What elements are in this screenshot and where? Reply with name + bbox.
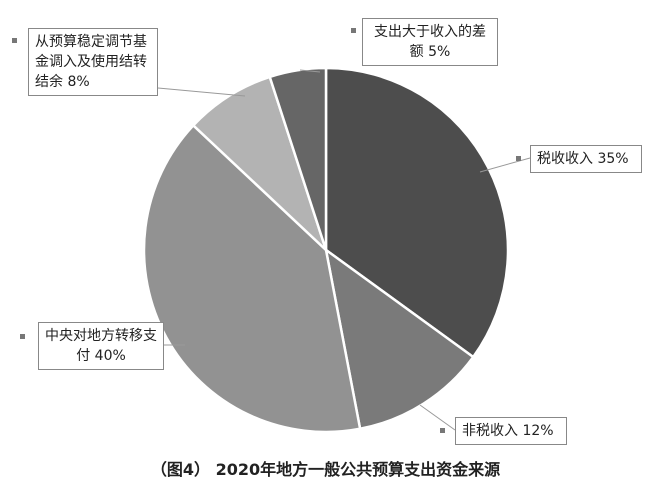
leader-line	[419, 404, 456, 431]
pie-slice	[142, 123, 362, 434]
slice-label: 非税收入 12%	[455, 417, 567, 445]
value-label: 8%	[67, 74, 90, 90]
value-label: 5%	[428, 44, 451, 60]
value-label: 35%	[597, 151, 629, 167]
legend-bullet	[516, 156, 521, 161]
chart-title: （图4） 2020年地方一般公共预算支出资金来源	[150, 460, 501, 479]
legend-bullet	[440, 428, 445, 433]
slice-label: 支出大于收入的差额 5%	[362, 18, 498, 66]
category-name: 税收收入	[537, 151, 593, 167]
value-label: 40%	[94, 348, 126, 364]
slice-label: 税收收入 35%	[530, 145, 642, 173]
leader-line	[157, 87, 246, 97]
slice-label: 从预算稳定调节基金调入及使用结转结余 8%	[28, 28, 158, 96]
leader-line	[299, 69, 321, 73]
slice-label: 中央对地方转移支付 40%	[38, 322, 164, 370]
legend-bullet	[20, 334, 25, 339]
pie-slice	[324, 247, 475, 431]
pie-slice	[324, 66, 510, 359]
category-name: 支出大于收入的差额	[374, 24, 486, 60]
pie-slice	[191, 75, 328, 251]
leader-line	[479, 157, 531, 173]
value-label: 12%	[522, 423, 554, 439]
pie-slice	[268, 66, 328, 251]
category-name: 非税收入	[462, 423, 518, 439]
category-name: 从预算稳定调节基金调入及使用结转结余	[35, 34, 147, 90]
category-name: 中央对地方转移支付	[45, 328, 157, 364]
legend-bullet	[351, 28, 356, 33]
legend-bullet	[12, 38, 17, 43]
